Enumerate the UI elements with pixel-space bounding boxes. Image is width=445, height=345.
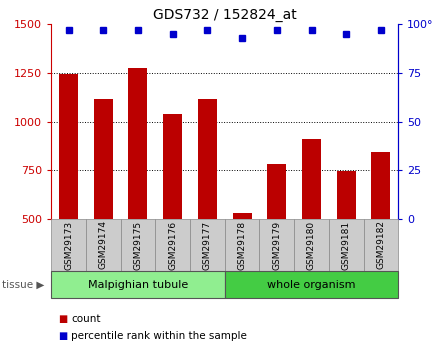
Text: Malpighian tubule: Malpighian tubule — [88, 280, 188, 289]
Text: GSM29178: GSM29178 — [238, 220, 247, 269]
Bar — [259, 219, 294, 271]
Bar — [302, 139, 321, 219]
Text: GSM29179: GSM29179 — [272, 220, 281, 269]
Bar — [94, 99, 113, 219]
Bar — [329, 219, 364, 271]
Text: GSM29182: GSM29182 — [376, 220, 385, 269]
Bar — [267, 164, 286, 219]
Title: GDS732 / 152824_at: GDS732 / 152824_at — [153, 8, 297, 22]
Text: GSM29180: GSM29180 — [307, 220, 316, 269]
Bar — [51, 219, 86, 271]
Bar — [337, 171, 356, 219]
Bar — [86, 219, 121, 271]
Text: ■: ■ — [58, 314, 67, 324]
Bar — [294, 219, 329, 271]
Text: GSM29175: GSM29175 — [134, 220, 142, 269]
Bar — [198, 99, 217, 219]
Bar — [163, 114, 182, 219]
Text: GSM29177: GSM29177 — [203, 220, 212, 269]
Bar — [225, 219, 259, 271]
Text: whole organism: whole organism — [267, 280, 356, 289]
Text: GSM29181: GSM29181 — [342, 220, 351, 269]
Text: count: count — [71, 314, 101, 324]
Bar — [155, 219, 190, 271]
Bar — [121, 219, 155, 271]
Bar — [129, 68, 147, 219]
Text: ■: ■ — [58, 332, 67, 341]
Bar — [372, 152, 390, 219]
Bar — [51, 271, 225, 298]
Bar — [225, 271, 398, 298]
Bar — [233, 213, 251, 219]
Text: tissue ▶: tissue ▶ — [2, 280, 44, 289]
Bar — [190, 219, 225, 271]
Text: GSM29176: GSM29176 — [168, 220, 177, 269]
Bar — [59, 74, 78, 219]
Text: percentile rank within the sample: percentile rank within the sample — [71, 332, 247, 341]
Text: GSM29173: GSM29173 — [64, 220, 73, 269]
Text: GSM29174: GSM29174 — [99, 220, 108, 269]
Bar — [364, 219, 398, 271]
